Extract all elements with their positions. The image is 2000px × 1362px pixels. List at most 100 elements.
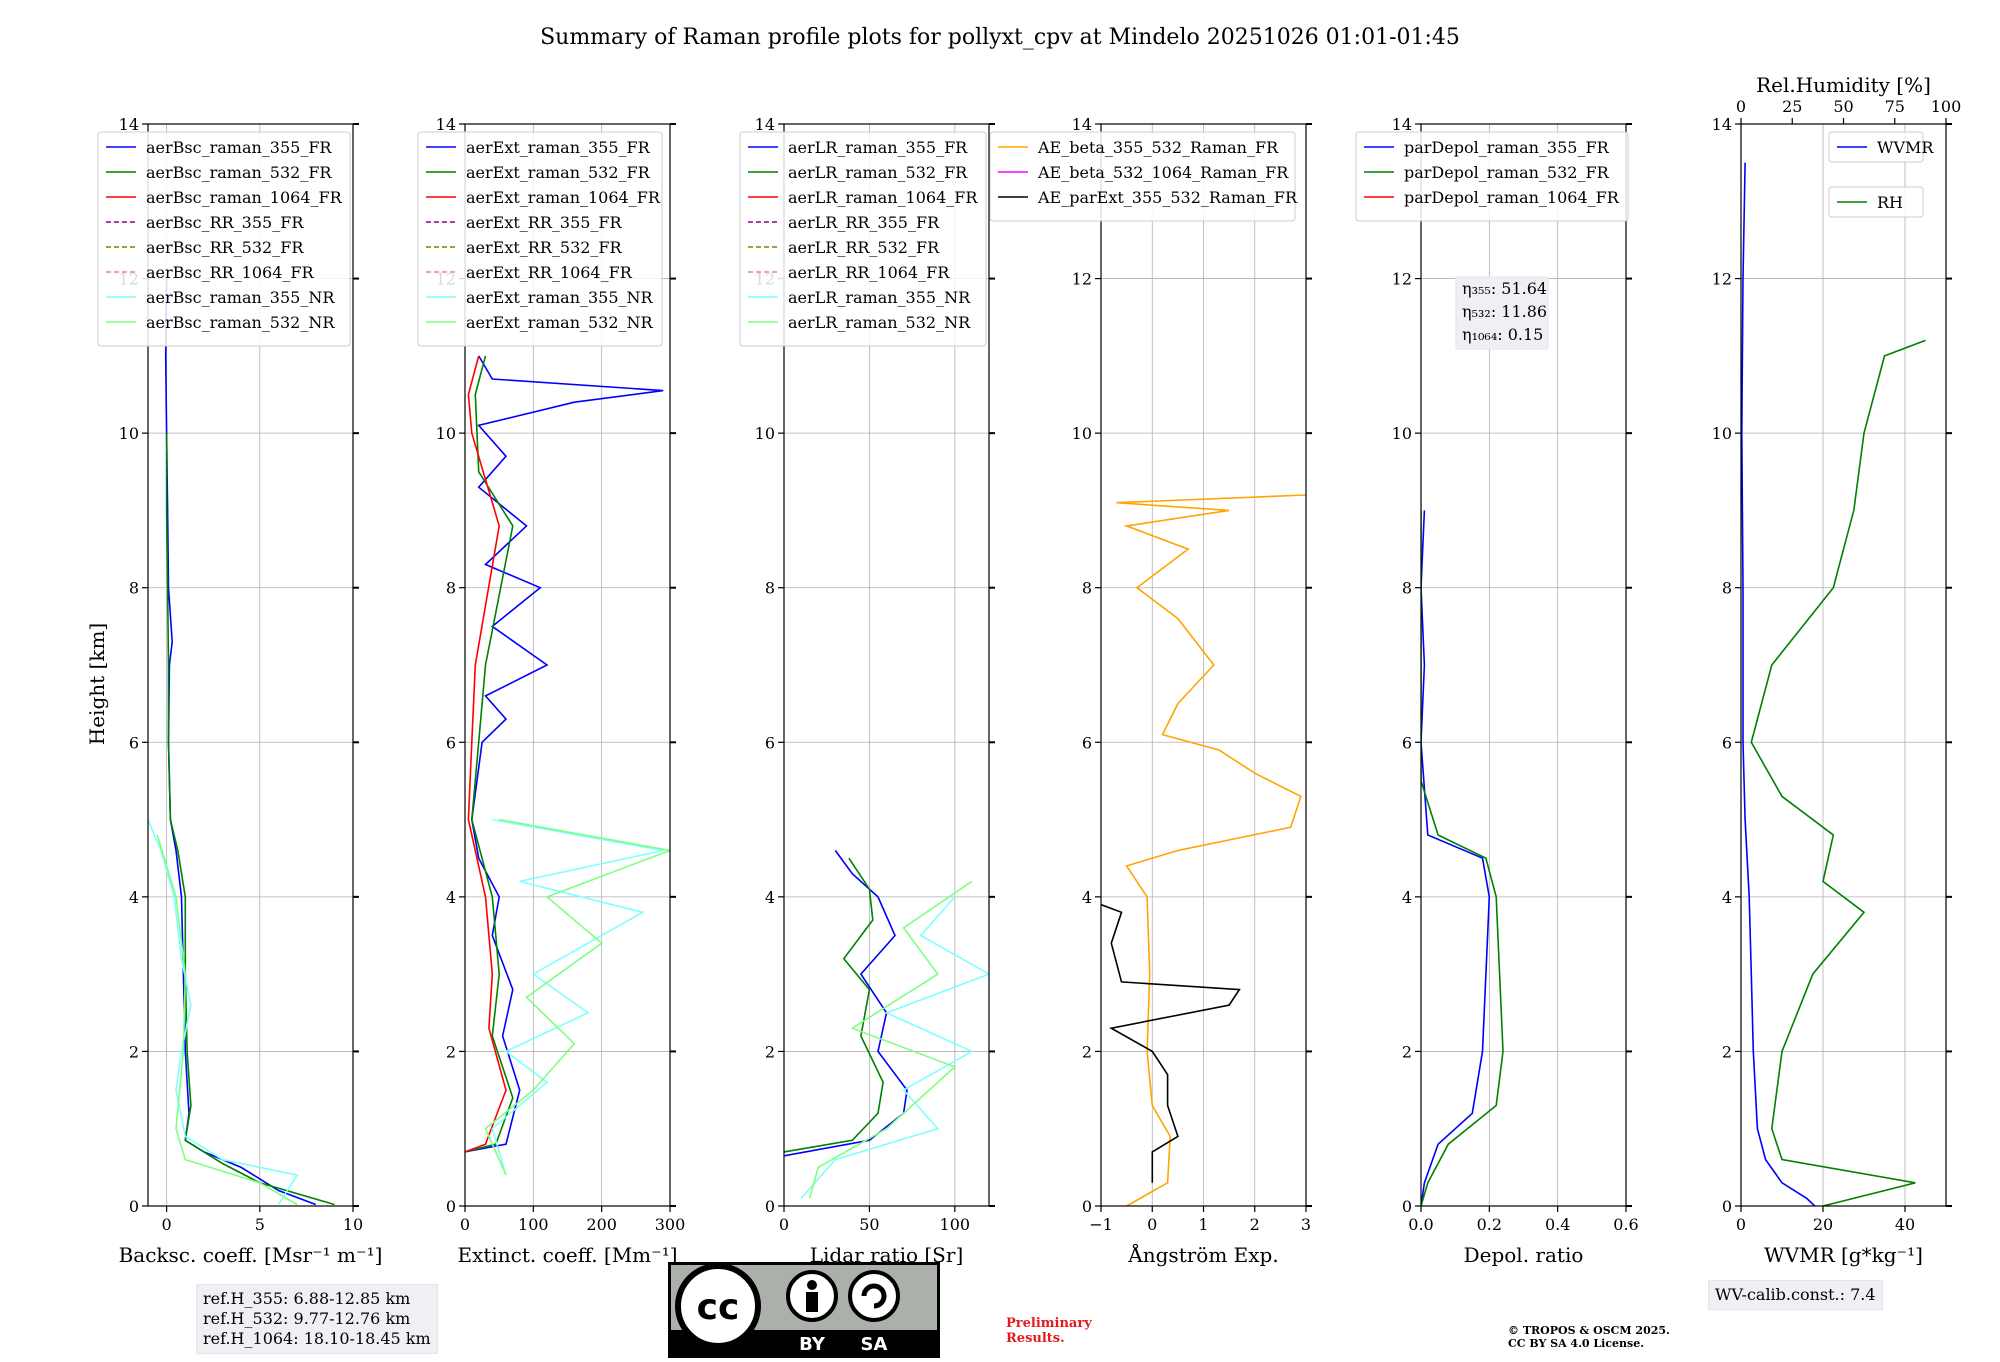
y-tick-label: 8 <box>1082 579 1092 598</box>
legend-label: aerExt_raman_355_FR <box>466 138 651 157</box>
figure-title: Summary of Raman profile plots for polly… <box>540 25 1460 50</box>
legend-label: aerBsc_raman_532_FR <box>146 163 332 182</box>
y-tick-label: 14 <box>436 115 456 134</box>
preliminary-line-2: Results. <box>1006 1331 1065 1346</box>
x-axis-label: Backsc. coeff. [Msr⁻¹ m⁻¹] <box>119 1243 383 1267</box>
panel-lr: 02468101214050100Lidar ratio [Sr]aerLR_r… <box>739 115 995 1267</box>
x-top-tick-label: 25 <box>1782 97 1802 116</box>
y-tick-label: 0 <box>446 1197 456 1216</box>
legend-label: aerExt_raman_532_FR <box>466 163 651 182</box>
x-tick-label: 0.2 <box>1477 1215 1502 1234</box>
y-tick-label: 10 <box>1392 424 1412 443</box>
legend-label: RH <box>1877 193 1903 212</box>
y-tick-label: 0 <box>1402 1197 1412 1216</box>
series-line-RH <box>1750 339 1926 1206</box>
legend-label: aerBsc_raman_532_NR <box>146 313 335 332</box>
y-tick-label: 6 <box>446 733 456 752</box>
y-tick-label: 8 <box>1402 579 1412 598</box>
y-tick-label: 2 <box>1402 1042 1412 1061</box>
legend-label: aerLR_raman_355_FR <box>788 138 968 157</box>
legend-label: parDepol_raman_532_FR <box>1404 163 1610 182</box>
series-line-aerLR_raman_532_FR <box>784 857 884 1153</box>
y-tick-label: 12 <box>1072 270 1092 289</box>
legend-label: aerLR_RR_355_FR <box>788 213 940 232</box>
x-tick-label: 300 <box>655 1215 686 1234</box>
y-tick-label: 2 <box>1722 1042 1732 1061</box>
series-line-parDepol_raman_355_FR <box>1421 510 1491 1206</box>
ref-height-1064: ref.H_1064: 18.10-18.45 km <box>203 1329 431 1348</box>
series-line-aerExt_raman_355_FR <box>465 355 664 1153</box>
y-tick-label: 14 <box>1392 115 1412 134</box>
wv-calib-const: WV-calib.const.: 7.4 <box>1715 1285 1876 1304</box>
x-tick-label: 3 <box>1301 1215 1311 1234</box>
x-tick-label: 0 <box>779 1215 789 1234</box>
eta-value: η₅₃₂: 11.86 <box>1462 302 1547 321</box>
y-tick-label: 14 <box>755 115 775 134</box>
x-tick-label: 20 <box>1813 1215 1833 1234</box>
y-tick-label: 0 <box>129 1197 139 1216</box>
legend-label: aerLR_RR_1064_FR <box>788 263 950 282</box>
series-line-aerExt_raman_355_NR <box>491 818 664 1176</box>
y-tick-label: 2 <box>129 1042 139 1061</box>
y-tick-label: 8 <box>129 579 139 598</box>
ref-height-box: ref.H_355: 6.88-12.85 km ref.H_532: 9.77… <box>196 1284 438 1354</box>
legend-box <box>97 131 351 347</box>
y-tick-label: 10 <box>119 424 139 443</box>
x-tick-label: −1 <box>1089 1215 1113 1234</box>
x-tick-label: 50 <box>859 1215 879 1234</box>
y-tick-label: 2 <box>765 1042 775 1061</box>
panel-frame <box>783 123 990 1207</box>
series-line-aerBsc_raman_355_NR <box>148 819 299 1205</box>
ref-height-355: ref.H_355: 6.88-12.85 km <box>203 1289 411 1308</box>
x-tick-label: 1 <box>1198 1215 1208 1234</box>
y-tick-label: 4 <box>446 888 456 907</box>
legend-label: aerBsc_RR_532_FR <box>146 238 304 257</box>
x-axis-label: Ångström Exp. <box>1127 1242 1278 1267</box>
copyright-line-1: © TROPOS & OSCM 2025. <box>1508 1324 1670 1337</box>
legend-label: aerLR_raman_532_FR <box>788 163 968 182</box>
sa-share-arc <box>861 1283 887 1309</box>
x-tick-label: 0.0 <box>1408 1215 1433 1234</box>
y-axis-label: Height [km] <box>85 623 109 745</box>
legend-box <box>1355 131 1629 222</box>
series-line-aerExt_raman_532_NR <box>484 818 670 1176</box>
panel-depol: 0 2 4 6 8 10 12 14 0.0 0.2 0.4 0.6 Depol. ratio parDe… <box>1355 115 1639 1267</box>
x-tick-label: 2 <box>1250 1215 1260 1234</box>
y-tick-label: 10 <box>1712 424 1732 443</box>
legend-label: aerExt_RR_355_FR <box>466 213 623 232</box>
legend-label: aerLR_RR_532_FR <box>788 238 940 257</box>
x-tick-label: 0 <box>460 1215 470 1234</box>
series-line-aerLR_raman_532_NR <box>808 880 973 1199</box>
y-tick-label: 8 <box>765 579 775 598</box>
cc-license-badge: cc BY SA <box>668 1262 940 1358</box>
y-tick-label: 8 <box>1722 579 1732 598</box>
wv-calib-box: WV-calib.const.: 7.4 <box>1708 1280 1883 1310</box>
cc-badge-sa: SA <box>861 1334 888 1355</box>
x-top-tick-label: 50 <box>1833 97 1853 116</box>
series-line-AE_beta_355_532_Raman_FR <box>1116 494 1306 1206</box>
sa-share-icon <box>848 1270 900 1322</box>
series-line-aerLR_raman_355_NR <box>800 896 989 1199</box>
series-line-aerBsc_raman_532_NR <box>156 834 298 1206</box>
x-tick-label: 200 <box>586 1215 617 1234</box>
x-axis-label: Depol. ratio <box>1464 1243 1584 1267</box>
legend-label: aerBsc_raman_1064_FR <box>146 188 343 207</box>
series-line-AE_parExt_355_532_Raman_FR <box>1101 903 1241 1183</box>
y-tick-label: 2 <box>446 1042 456 1061</box>
legend-box <box>989 131 1296 222</box>
y-tick-label: 0 <box>1082 1197 1092 1216</box>
y-tick-label: 4 <box>1082 888 1092 907</box>
panels-group: 024681012140510Backsc. coeff. [Msr⁻¹ m⁻¹… <box>97 73 1962 1267</box>
legend-label: parDepol_raman_355_FR <box>1404 138 1610 157</box>
eta-value: η₃₅₅: 51.64 <box>1462 279 1547 298</box>
x-tick-label: 0 <box>1147 1215 1157 1234</box>
legend-label: aerExt_RR_1064_FR <box>466 263 633 282</box>
x-top-tick-label: 100 <box>1931 97 1962 116</box>
series-line-aerLR_raman_355_FR <box>784 850 908 1157</box>
legend-label: aerExt_raman_1064_FR <box>466 188 661 207</box>
series-line-WVMR <box>1741 162 1816 1206</box>
x-tick-label: 100 <box>940 1215 971 1234</box>
legend-label: AE_parExt_355_532_Raman_FR <box>1037 188 1298 207</box>
